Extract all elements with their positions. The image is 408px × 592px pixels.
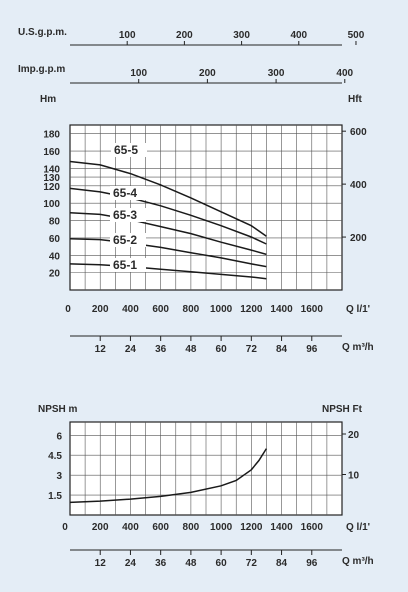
m3h-tick-label-2: 12 [95, 558, 107, 569]
m3h-tick-label-2: 96 [306, 558, 318, 569]
y-tick-label-1: 80 [49, 217, 61, 228]
curve-65-1 [69, 263, 267, 280]
imp-gpm-label: Imp.g.p.m [18, 64, 65, 75]
curve-65-3 [69, 211, 267, 256]
x-tick-label-1: 1000 [210, 304, 233, 315]
x-tick-label-2: 400 [122, 522, 139, 533]
imp-gpm-tick-label: 100 [130, 68, 147, 79]
m3h-tick-label-1: 84 [276, 344, 288, 355]
y-tick-label-1: 180 [43, 130, 60, 141]
m3h-tick-label-1: 48 [185, 344, 197, 355]
y-tick-label-1: 40 [49, 251, 61, 262]
x-tick-label-2: 1200 [240, 522, 263, 533]
m3h-tick-label-2: 84 [276, 558, 288, 569]
y-tick-label-1: 120 [43, 182, 60, 193]
m3h-tick-label-2: 24 [125, 558, 137, 569]
y-tick-label-1: 20 [49, 269, 61, 280]
m3h-tick-label-1: 96 [306, 344, 318, 355]
m3h-tick-label-1: 36 [155, 344, 167, 355]
y-tick-label-1: 60 [49, 234, 61, 245]
us-gpm-tick-label: 400 [290, 30, 307, 41]
y2-tick-label-2: 20 [348, 430, 360, 441]
m3h-tick-label-1: 24 [125, 344, 137, 355]
curve-65-2 [69, 238, 267, 268]
m3h-tick-label-2: 72 [246, 558, 258, 569]
x-tick-label-2: 1600 [301, 522, 324, 533]
x-tick-label-1: 200 [92, 304, 109, 315]
us-gpm-tick-label: 200 [176, 30, 193, 41]
y-axis-label-2: NPSH m [38, 404, 78, 415]
curve-label-bg [110, 258, 146, 272]
curve-label-65-1: 65-1 [113, 258, 137, 272]
x-tick-label-2: 1000 [210, 522, 233, 533]
imp-gpm-tick-label: 400 [336, 68, 353, 79]
y-tick-label-1: 140 [43, 164, 60, 175]
x-axis-label-1: Q l/1' [346, 304, 370, 315]
x-tick-label-1: 400 [122, 304, 139, 315]
us-gpm-tick-label: 500 [348, 30, 365, 41]
imp-gpm-tick-label: 200 [199, 68, 216, 79]
m3h-tick-label-1: 72 [246, 344, 258, 355]
us-gpm-tick-label: 100 [119, 30, 136, 41]
curve-label-65-4: 65-4 [113, 186, 137, 200]
curve-label-bg [110, 186, 146, 200]
y2-tick-label-1: 400 [350, 180, 367, 191]
npsh-curve [69, 448, 268, 504]
y-axis-label-1: Hm [40, 94, 56, 105]
y2-tick-label-1: 200 [350, 233, 367, 244]
y-tick-label-2: 3 [56, 471, 62, 482]
m3h-tick-label-1: 12 [95, 344, 107, 355]
y-tick-label-2: 1.5 [48, 491, 62, 502]
m3h-tick-label-2: 60 [216, 558, 228, 569]
x-tick-label-2: 600 [152, 522, 169, 533]
m3h-tick-label-1: 60 [216, 344, 228, 355]
curve-label-bg [111, 143, 147, 157]
y2-axis-label-1: Hft [348, 94, 363, 105]
y2-tick-label-2: 10 [348, 471, 360, 482]
x-tick-label-1: 1600 [301, 304, 324, 315]
x-tick-label-1: 800 [183, 304, 200, 315]
y-tick-label-1: 130 [43, 173, 60, 184]
y2-tick-label-1: 600 [350, 127, 367, 138]
x-tick-label-1: 600 [152, 304, 169, 315]
x-tick-label-2: 0 [62, 522, 68, 533]
curve-label-65-5: 65-5 [114, 143, 138, 157]
imp-gpm-tick-label: 300 [268, 68, 285, 79]
curve-label-65-3: 65-3 [113, 208, 137, 222]
x-axis-label-2: Q l/1' [346, 522, 370, 533]
curve-label-bg [110, 233, 146, 247]
curve-65-4 [69, 187, 267, 245]
us-gpm-label: U.S.g.p.m. [18, 27, 67, 38]
y-tick-label-1: 100 [43, 199, 60, 210]
x-tick-label-2: 1400 [270, 522, 293, 533]
x-tick-label-2: 800 [183, 522, 200, 533]
curve-label-bg [110, 208, 146, 222]
y-tick-label-1: 160 [43, 147, 60, 158]
x-tick-label-1: 0 [65, 304, 71, 315]
x-tick-label-1: 1200 [240, 304, 263, 315]
y2-axis-label-2: NPSH Ft [322, 404, 363, 415]
curve-65-5 [69, 160, 267, 237]
m3h-tick-label-2: 48 [185, 558, 197, 569]
m3h-axis-label-2: Q m³/h [342, 556, 374, 567]
curve-label-65-2: 65-2 [113, 233, 137, 247]
y-tick-label-2: 6 [56, 431, 62, 442]
y-tick-label-2: 4.5 [48, 451, 62, 462]
x-tick-label-1: 1400 [270, 304, 293, 315]
m3h-axis-label-1: Q m³/h [342, 342, 374, 353]
m3h-tick-label-2: 36 [155, 558, 167, 569]
x-tick-label-2: 200 [92, 522, 109, 533]
us-gpm-tick-label: 300 [233, 30, 250, 41]
